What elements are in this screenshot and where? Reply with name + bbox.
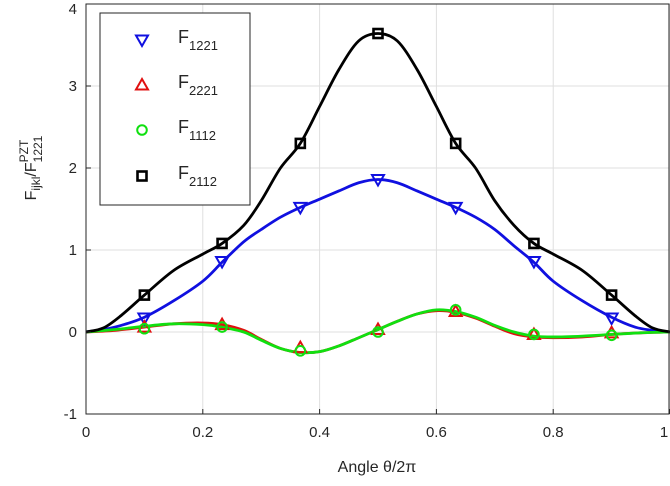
series-line-1112: [85, 308, 670, 355]
marker-1221: [292, 201, 309, 216]
y-tick-label: -1: [64, 406, 77, 423]
marker-2112: [216, 237, 228, 250]
x-tick-label: 0.4: [309, 424, 330, 441]
marker-2112: [605, 289, 618, 301]
legend-label-1221: F1221: [178, 27, 218, 53]
series-markers: [136, 27, 620, 357]
marker-2221: [447, 303, 464, 317]
marker-2221: [136, 319, 153, 333]
legend-box: [99, 12, 251, 206]
marker-2112: [294, 137, 307, 150]
legend-marker-1221: [134, 34, 150, 49]
marker-1221: [526, 255, 542, 270]
y-label-main-sub: ijkl: [29, 177, 43, 191]
y-label-den-sub: 1221: [31, 135, 45, 162]
marker-1112: [294, 345, 307, 357]
legend-label-2112: F2112: [178, 163, 217, 189]
y-tick-label: 2: [69, 160, 77, 177]
y-label-slash: /F: [23, 162, 40, 176]
marker-1221: [214, 255, 230, 270]
legend-marker-2112: [136, 170, 148, 182]
marker-1221: [370, 173, 386, 188]
y-axis-label: Fijkl/FPZT1221: [17, 135, 45, 200]
x-tick-label: 0.6: [426, 424, 447, 441]
legend-marker-2221: [134, 76, 150, 91]
marker-1112: [605, 329, 618, 342]
y-label-den-sup: PZT: [17, 139, 31, 162]
legend: F1221 F2221 F1112 F2112: [99, 12, 251, 206]
series-lines: [85, 32, 670, 355]
marker-2112: [372, 27, 384, 40]
x-tick-label: 1: [660, 424, 668, 441]
series-line-1221: [85, 178, 670, 334]
marker-1221: [136, 312, 153, 327]
marker-1112: [372, 326, 384, 338]
y-tick-label: 0: [69, 324, 77, 341]
legend-marker-1112: [136, 124, 148, 136]
axes-box: [85, 3, 670, 415]
marker-1221: [447, 201, 464, 216]
legend-label-1112: F1112: [178, 117, 216, 143]
y-tick-label: 4: [69, 1, 77, 18]
series-line-2112: [85, 32, 670, 334]
marker-1112: [138, 322, 151, 335]
axis-ticks: 0 0.2 0.4 0.6 0.8 1 -1 0 1 2 3 4: [64, 1, 670, 441]
x-tick-label: 0: [82, 424, 90, 441]
marker-1221: [603, 312, 620, 327]
y-label-main: F: [23, 190, 40, 200]
x-axis-label: Angle θ/2π: [338, 459, 417, 476]
marker-1112: [528, 328, 540, 341]
marker-2112: [449, 137, 462, 150]
marker-1112: [216, 321, 228, 333]
y-tick-label: 1: [69, 242, 77, 259]
marker-1112: [449, 304, 462, 316]
y-tick-label: 3: [69, 78, 77, 95]
marker-2112: [528, 237, 540, 250]
x-tick-label: 0.2: [192, 424, 213, 441]
x-tick-label: 0.8: [543, 424, 564, 441]
marker-2112: [138, 289, 151, 301]
legend-label-2221: F2221: [178, 72, 218, 98]
